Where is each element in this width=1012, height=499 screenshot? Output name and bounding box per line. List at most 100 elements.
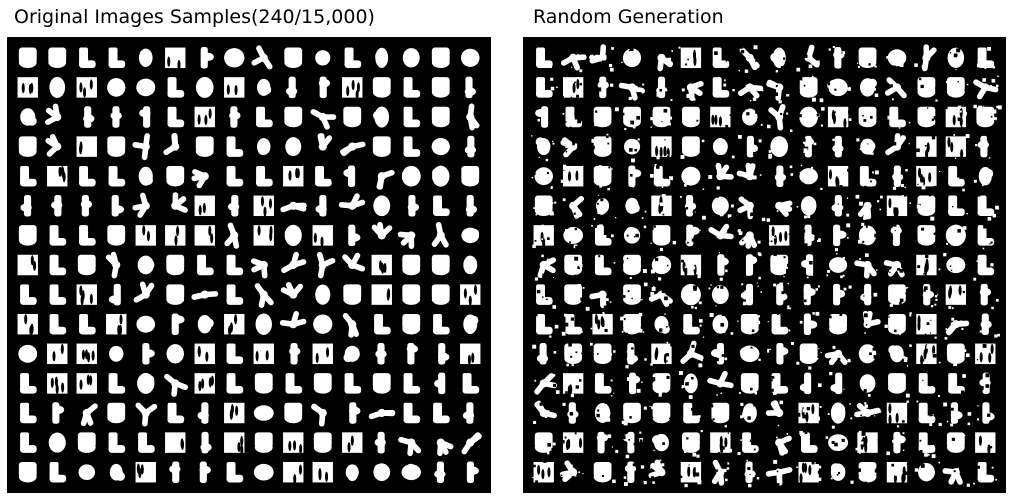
sample-shape xyxy=(463,314,479,335)
sample-shape xyxy=(594,373,619,397)
sample-shape xyxy=(737,225,761,249)
sample-shape xyxy=(132,133,150,161)
sample-shape xyxy=(139,106,151,128)
sample-shape xyxy=(744,459,760,488)
sample-shape xyxy=(738,45,760,73)
sample-shape xyxy=(406,343,418,365)
sample-shape xyxy=(461,432,482,455)
sample-shape xyxy=(827,78,851,97)
sample-shape xyxy=(165,225,186,246)
sample-shape xyxy=(560,53,587,73)
sample-shape xyxy=(767,104,793,132)
sample-shape xyxy=(133,281,155,303)
sample-shape xyxy=(884,106,911,132)
sample-shape xyxy=(253,343,274,365)
sample-shape xyxy=(799,164,823,191)
sample-shape xyxy=(857,222,879,248)
sample-shape xyxy=(224,402,245,424)
sample-shape xyxy=(165,432,186,453)
sample-shape xyxy=(253,405,274,421)
sample-shape xyxy=(108,47,126,69)
sample-shape xyxy=(943,402,972,427)
sample-shape xyxy=(371,221,393,240)
sample-shape xyxy=(739,345,761,365)
sample-shape xyxy=(289,343,301,365)
sample-shape xyxy=(460,284,481,306)
sample-shape xyxy=(973,461,1001,487)
sample-shape xyxy=(650,164,675,188)
sample-shape xyxy=(403,77,421,98)
sample-shape xyxy=(797,253,823,279)
sample-shape xyxy=(623,225,647,244)
sample-shape xyxy=(226,284,244,305)
sample-shape xyxy=(461,165,480,187)
sample-shape xyxy=(708,223,734,251)
sample-shape xyxy=(253,225,274,246)
sample-shape xyxy=(765,400,795,427)
sample-shape xyxy=(710,138,735,162)
random-generation-grid xyxy=(523,37,1006,493)
sample-shape xyxy=(403,106,421,128)
sample-shape xyxy=(463,255,478,275)
sample-shape xyxy=(107,225,126,246)
sample-shape xyxy=(796,311,820,338)
sample-shape xyxy=(560,164,584,190)
sample-shape xyxy=(49,284,67,305)
sample-shape xyxy=(138,432,155,453)
sample-shape xyxy=(431,77,450,98)
sample-shape xyxy=(973,165,994,189)
sample-shape xyxy=(651,76,675,102)
sample-shape xyxy=(76,136,97,157)
sample-shape xyxy=(683,313,705,338)
sample-shape xyxy=(855,75,879,100)
sample-shape xyxy=(431,138,450,156)
sample-shape xyxy=(224,48,245,68)
sample-shape xyxy=(825,313,847,335)
sample-shape xyxy=(17,254,38,276)
sample-shape xyxy=(108,283,121,306)
sample-shape xyxy=(830,460,854,485)
sample-shape xyxy=(652,431,675,452)
sample-shape xyxy=(737,134,766,158)
sample-shape xyxy=(224,77,245,98)
sample-shape xyxy=(979,372,1001,397)
sample-shape xyxy=(250,258,268,279)
sample-shape xyxy=(135,225,156,246)
sample-shape xyxy=(973,254,995,281)
sample-shape xyxy=(590,311,617,339)
sample-shape xyxy=(974,46,1002,73)
sample-shape xyxy=(136,315,156,333)
sample-shape xyxy=(944,343,970,367)
sample-shape xyxy=(108,432,126,453)
sample-shape xyxy=(802,135,821,158)
sample-shape xyxy=(708,252,729,281)
sample-shape xyxy=(589,282,617,309)
sample-shape xyxy=(166,254,185,276)
sample-shape xyxy=(254,373,273,394)
sample-shape xyxy=(281,251,307,274)
sample-shape xyxy=(888,344,912,367)
sample-shape xyxy=(916,193,943,221)
sample-shape xyxy=(888,284,910,307)
sample-shape xyxy=(397,231,416,249)
sample-shape xyxy=(342,432,363,453)
sample-shape xyxy=(226,461,244,483)
sample-shape xyxy=(799,431,818,453)
sample-shape xyxy=(975,343,996,370)
sample-shape xyxy=(562,195,585,219)
sample-shape xyxy=(621,106,641,131)
sample-shape xyxy=(194,343,215,365)
sample-shape xyxy=(315,284,331,305)
sample-shape xyxy=(76,343,97,365)
sample-shape xyxy=(315,195,327,217)
sample-shape xyxy=(255,313,272,335)
sample-shape xyxy=(678,402,701,427)
sample-shape xyxy=(767,47,787,73)
sample-shape xyxy=(916,400,942,427)
sample-shape xyxy=(590,224,614,248)
sample-shape xyxy=(594,403,611,423)
sample-shape xyxy=(460,343,481,365)
sample-shape xyxy=(945,284,967,310)
sample-shape xyxy=(373,463,391,481)
sample-shape xyxy=(738,373,766,399)
